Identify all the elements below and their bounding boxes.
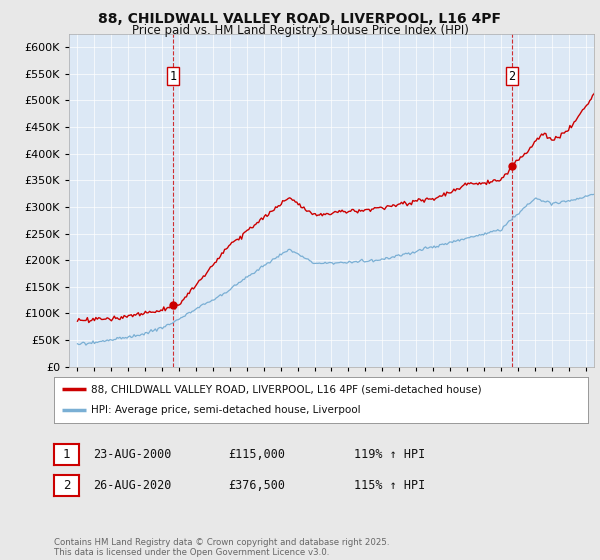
Text: 26-AUG-2020: 26-AUG-2020 <box>93 479 172 492</box>
Text: 88, CHILDWALL VALLEY ROAD, LIVERPOOL, L16 4PF: 88, CHILDWALL VALLEY ROAD, LIVERPOOL, L1… <box>98 12 502 26</box>
Text: 119% ↑ HPI: 119% ↑ HPI <box>354 448 425 461</box>
Text: Price paid vs. HM Land Registry's House Price Index (HPI): Price paid vs. HM Land Registry's House … <box>131 24 469 37</box>
Text: £376,500: £376,500 <box>228 479 285 492</box>
Text: 2: 2 <box>508 70 515 83</box>
Text: £115,000: £115,000 <box>228 448 285 461</box>
Text: Contains HM Land Registry data © Crown copyright and database right 2025.
This d: Contains HM Land Registry data © Crown c… <box>54 538 389 557</box>
Text: 88, CHILDWALL VALLEY ROAD, LIVERPOOL, L16 4PF (semi-detached house): 88, CHILDWALL VALLEY ROAD, LIVERPOOL, L1… <box>91 384 482 394</box>
Text: 115% ↑ HPI: 115% ↑ HPI <box>354 479 425 492</box>
Text: 1: 1 <box>170 70 177 83</box>
Text: 23-AUG-2000: 23-AUG-2000 <box>93 448 172 461</box>
Text: 1: 1 <box>63 448 70 461</box>
Text: HPI: Average price, semi-detached house, Liverpool: HPI: Average price, semi-detached house,… <box>91 405 361 416</box>
Text: 2: 2 <box>63 479 70 492</box>
